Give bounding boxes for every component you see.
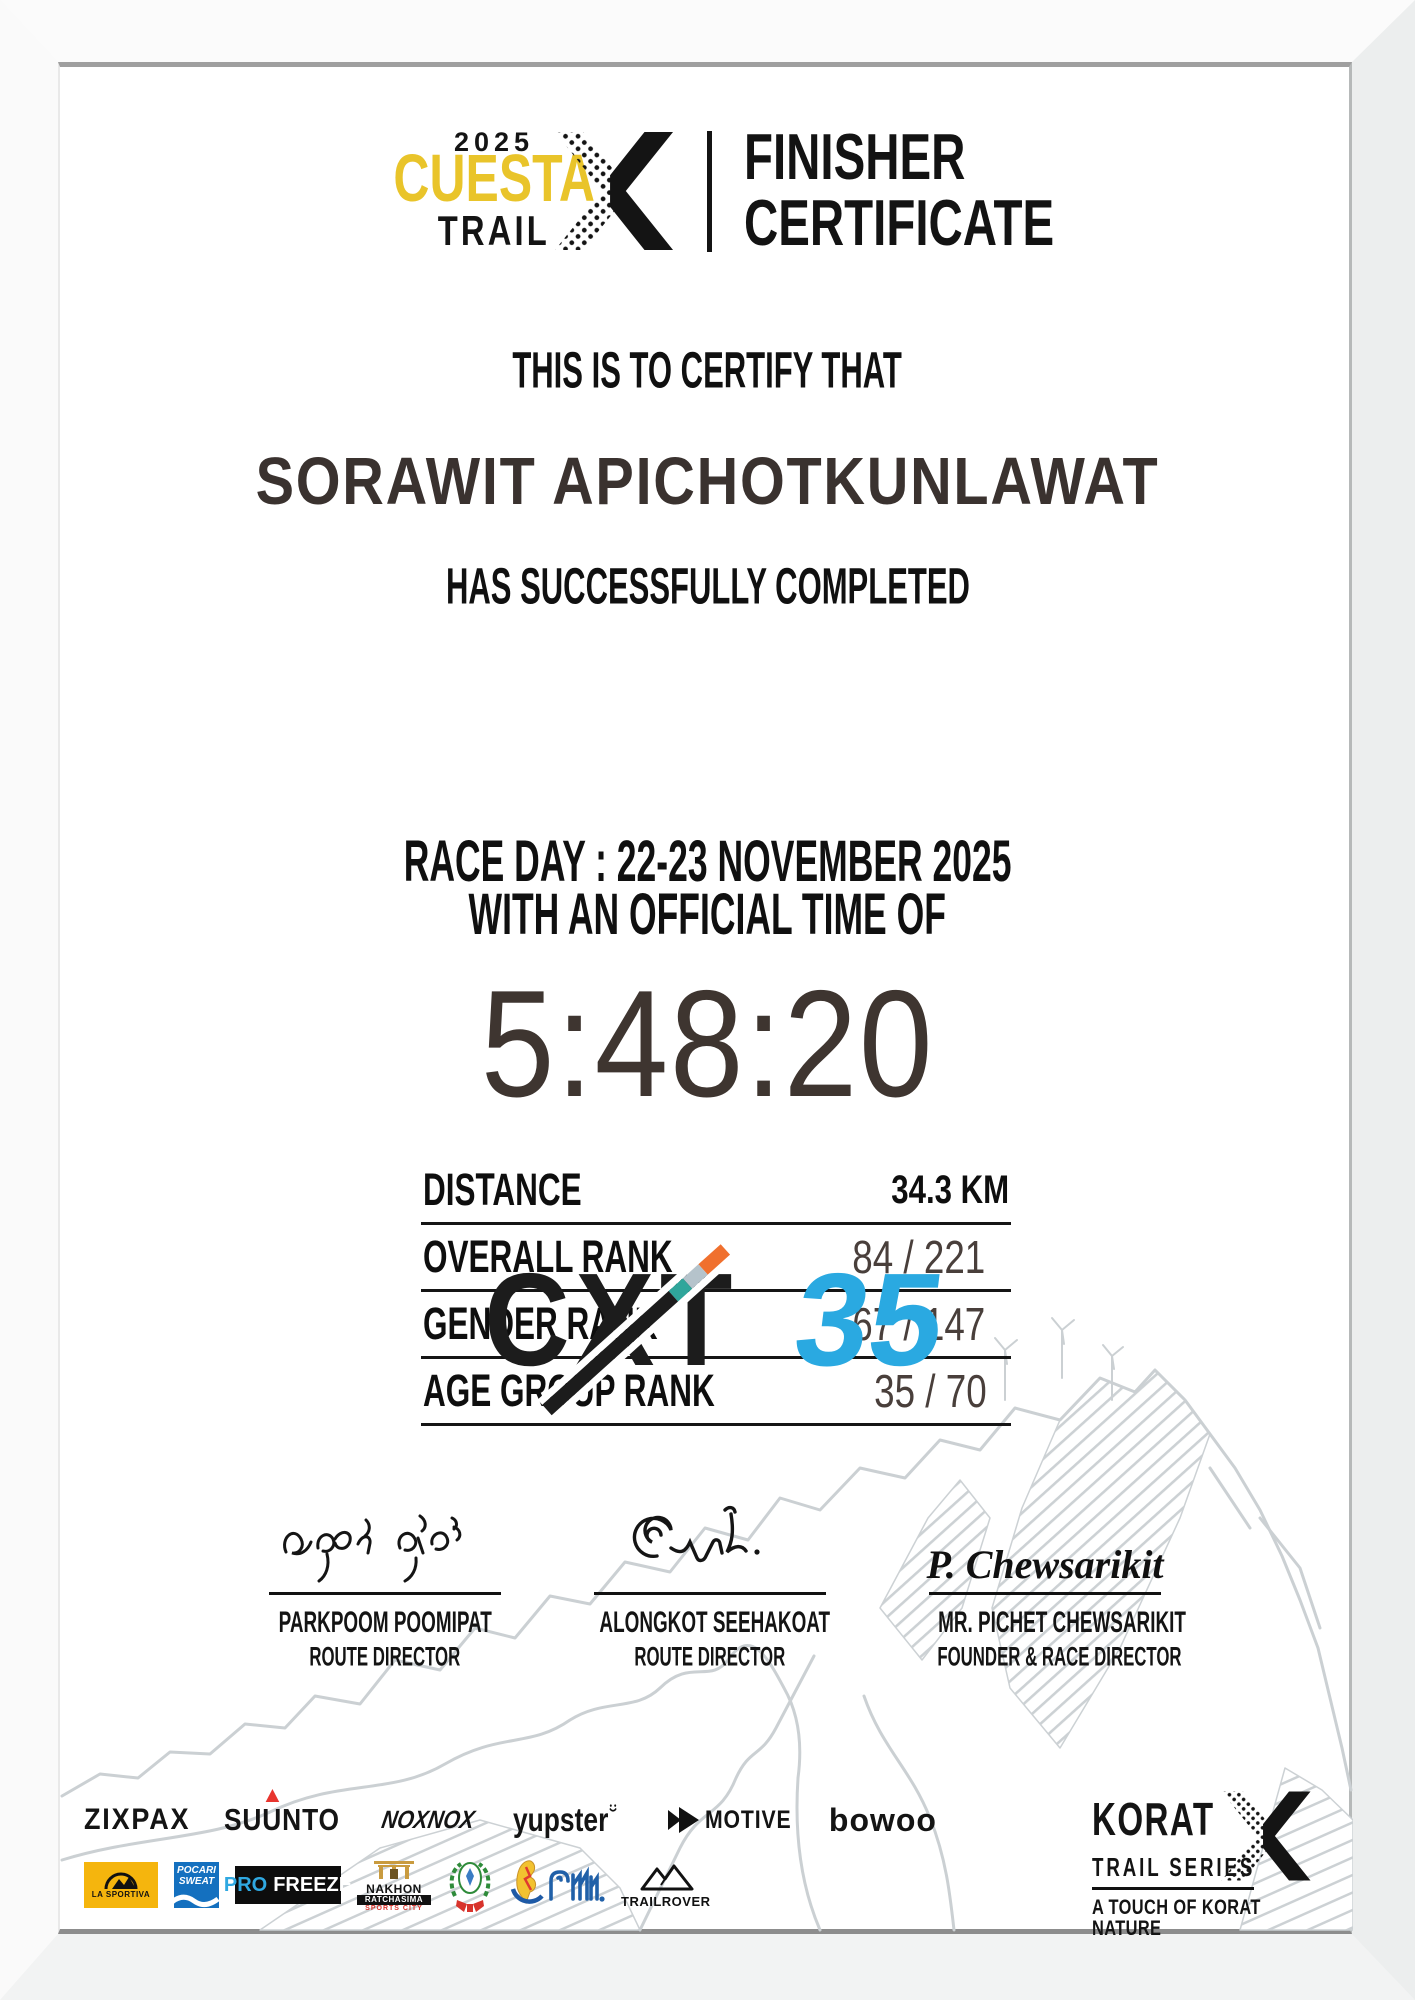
sponsor-pro-freeze: PRO FREEZE [224, 1866, 352, 1904]
signatory-name: MR. PICHET CHEWSARIKIT [938, 1605, 1186, 1639]
korat-tagline: A TOUCH OF KORAT NATURE [1092, 1896, 1261, 1940]
signature-block-route-director-2: ALONGKOT SEEHAKOAT ROUTE DIRECTOR [550, 1488, 870, 1673]
signature-block-route-director-1: PARKPOOM POOMIPAT ROUTE DIRECTOR [225, 1488, 545, 1673]
time-label-text: WITH AN OFFICIAL TIME OF [468, 882, 947, 947]
sponsor-noxnox: NOXNOX [380, 1805, 478, 1834]
motive-chevrons-icon [668, 1807, 700, 1833]
signature-handwriting: P. Chewsarikit [885, 1488, 1205, 1588]
brand-cuesta: CUESTA [393, 140, 595, 216]
korat-x-mark-icon [1221, 1791, 1311, 1881]
trailrover-mountains-icon [640, 1864, 694, 1890]
event-year: 2025 [453, 127, 535, 157]
sponsor-nakhon-ratchasima: NAKHON RATCHASIMA SPORTS CITY [357, 1859, 431, 1912]
la-sportiva-mountain-icon [104, 1872, 138, 1890]
race-logo: CXT 35 [0, 620, 1415, 1416]
certificate-paper [58, 62, 1352, 1934]
signature-script-text: P. Chewsarikit [926, 1542, 1164, 1587]
sponsor-trailrover: TRAILROVER [621, 1863, 711, 1908]
table-row: OVERALL RANK 84 / 221 [421, 1225, 1011, 1292]
sponsor-zixpax: ZIXPAX [84, 1803, 191, 1836]
yupster-smiley-icon [609, 1804, 617, 1812]
sponsor-egat [509, 1859, 605, 1911]
row-label: OVERALL RANK [423, 1231, 673, 1282]
korat-wordmark: KORAT [1092, 1793, 1215, 1845]
row-value: 67 / 147 [851, 1298, 985, 1350]
signatory-title: FOUNDER & RACE DIRECTOR [937, 1642, 1182, 1673]
signature-handwriting [550, 1488, 870, 1588]
brand-trail: TRAIL [437, 207, 551, 254]
official-time: 5:48:20 [480, 959, 935, 1129]
sponsor-la-sportiva: LA SPORTIVA [84, 1862, 158, 1908]
header-divider [707, 131, 712, 252]
row-value: 34.3 KM [891, 1167, 1009, 1212]
nakhon-gate-icon [374, 1860, 414, 1879]
sponsor-bowoo: bowoo [828, 1801, 937, 1838]
signature-line [594, 1592, 826, 1595]
korat-divider-line [1092, 1887, 1254, 1890]
sponsor-yupster: yupster [513, 1801, 618, 1839]
korat-trail-series-logo: KORAT TRAIL SERIES A TOUCH OF KORAT NATU… [1092, 1791, 1362, 1940]
race-day-text: RACE DAY : 22-23 NOVEMBER 2025 [403, 829, 1012, 894]
signatory-title: ROUTE DIRECTOR [634, 1642, 786, 1673]
sponsor-row-badges: LA SPORTIVA POCARI SWEAT PRO FREEZE [84, 1854, 711, 1916]
sponsor-provincial-crest [449, 1862, 491, 1912]
signature-squiggle-icon [632, 1505, 760, 1563]
signature-block-founder: P. Chewsarikit MR. PICHET CHEWSARIKIT FO… [885, 1488, 1205, 1673]
signature-line [929, 1592, 1161, 1595]
mountain-line-art [60, 1317, 1353, 1932]
row-value: 35 / 70 [873, 1365, 987, 1417]
cuesta-x-mark-icon [554, 131, 674, 251]
signatory-name: ALONGKOT SEEHAKOAT [599, 1605, 831, 1639]
race-distance-number: 35 [787, 1246, 953, 1393]
signatory-name: PARKPOOM POOMIPAT [278, 1605, 492, 1639]
completed-text: HAS SUCCESSFULLY COMPLETED [445, 556, 970, 615]
sponsor-row-wordmarks: ZIXPAX SUUNTO NOXNOX yupster MOTIVE [84, 1789, 937, 1843]
signatory-title: ROUTE DIRECTOR [309, 1642, 461, 1673]
sponsor-motive: MOTIVE [666, 1806, 807, 1835]
signature-squiggle-icon [283, 1514, 462, 1583]
pocari-wave-icon [174, 1894, 219, 1907]
table-row: DISTANCE 34.3 KM [421, 1158, 1011, 1225]
certificate-title: FINISHER CERTIFICATE [744, 120, 1055, 260]
korat-series-text: TRAIL SERIES [1092, 1852, 1256, 1882]
egat-logo-icon [510, 1860, 605, 1905]
row-label: DISTANCE [423, 1164, 582, 1215]
signature-handwriting [225, 1488, 545, 1588]
certify-text: THIS IS TO CERTIFY THAT [512, 340, 903, 399]
sponsor-pocari-sweat: POCARI SWEAT [174, 1862, 219, 1908]
row-value: 84 / 221 [851, 1231, 985, 1283]
suunto-triangle-icon [265, 1789, 280, 1802]
sponsor-suunto: SUUNTO [224, 1789, 340, 1838]
athlete-name: SORAWIT APICHOTKUNLAWAT [255, 444, 1160, 519]
signature-line [269, 1592, 501, 1595]
